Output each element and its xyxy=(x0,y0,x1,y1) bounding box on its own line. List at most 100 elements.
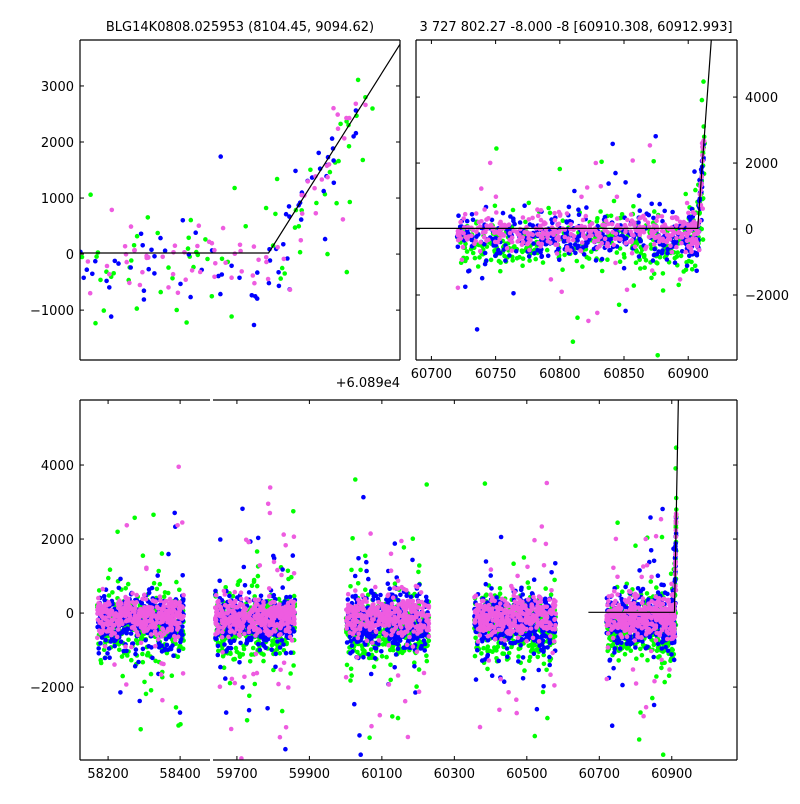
data-point xyxy=(93,321,98,326)
data-point xyxy=(364,560,369,565)
data-point xyxy=(273,665,278,670)
data-point xyxy=(379,649,384,654)
data-point xyxy=(503,258,508,263)
data-point xyxy=(341,217,346,222)
data-point xyxy=(177,649,182,654)
data-point xyxy=(93,259,98,264)
data-point xyxy=(526,580,531,585)
data-point xyxy=(240,685,245,690)
data-point xyxy=(498,251,503,256)
data-point xyxy=(577,212,582,217)
data-point xyxy=(571,339,576,344)
data-point xyxy=(539,218,544,223)
data-point xyxy=(134,616,139,621)
data-point xyxy=(210,294,215,299)
data-point xyxy=(463,212,468,217)
data-point xyxy=(25,276,30,281)
data-point xyxy=(139,641,144,646)
top-right-title: 3 727 802.27 -8.000 -8 [60910.308, 60912… xyxy=(419,20,732,35)
data-point xyxy=(474,234,479,239)
data-point xyxy=(673,256,678,261)
data-point xyxy=(140,597,145,602)
data-point xyxy=(224,710,229,715)
data-point xyxy=(144,606,149,611)
data-point xyxy=(612,199,617,204)
data-point xyxy=(544,668,549,673)
data-point xyxy=(456,233,461,238)
data-point xyxy=(422,638,427,643)
data-point xyxy=(147,591,152,596)
data-point xyxy=(106,576,111,581)
data-point xyxy=(565,220,570,225)
data-point xyxy=(649,202,654,207)
data-point xyxy=(545,248,550,253)
data-point xyxy=(586,319,591,324)
data-point xyxy=(9,246,14,251)
data-point xyxy=(53,272,58,277)
data-point xyxy=(670,250,675,255)
data-point xyxy=(287,204,292,209)
data-point xyxy=(634,656,639,661)
data-point xyxy=(177,588,182,593)
data-point xyxy=(472,241,477,246)
data-point xyxy=(558,167,563,172)
data-point xyxy=(655,252,660,257)
data-point xyxy=(388,678,393,683)
data-point xyxy=(603,223,608,228)
data-point xyxy=(497,259,502,264)
data-point xyxy=(681,269,686,274)
data-point xyxy=(358,568,363,573)
data-point xyxy=(120,622,125,627)
data-point xyxy=(251,646,256,651)
data-point xyxy=(346,597,351,602)
data-point xyxy=(593,239,598,244)
data-point xyxy=(37,266,42,271)
data-point xyxy=(575,259,580,264)
data-point xyxy=(616,658,621,663)
data-point xyxy=(123,586,128,591)
data-point xyxy=(692,211,697,216)
data-point xyxy=(156,637,161,642)
data-point xyxy=(320,177,325,182)
data-point xyxy=(128,265,133,270)
data-point xyxy=(249,652,254,657)
data-point xyxy=(111,271,116,276)
data-point xyxy=(109,608,114,613)
data-point xyxy=(229,641,234,646)
data-point xyxy=(700,98,705,103)
data-point xyxy=(651,258,656,263)
data-point xyxy=(650,233,655,238)
data-point xyxy=(149,248,154,253)
data-point xyxy=(356,78,361,83)
data-point xyxy=(112,613,117,618)
data-point xyxy=(533,734,538,739)
data-point xyxy=(180,520,185,525)
data-point xyxy=(676,231,681,236)
data-point xyxy=(546,254,551,259)
data-point xyxy=(123,603,128,608)
data-point xyxy=(527,248,532,253)
data-point xyxy=(484,592,489,597)
data-point xyxy=(647,213,652,218)
data-point xyxy=(572,234,577,239)
data-point xyxy=(540,233,545,238)
data-point xyxy=(476,264,481,269)
data-point xyxy=(689,260,694,265)
data-point xyxy=(264,638,269,643)
data-point xyxy=(363,103,368,108)
data-point xyxy=(358,752,363,757)
data-point xyxy=(229,275,234,280)
data-point xyxy=(669,572,674,577)
data-point xyxy=(363,587,368,592)
data-point xyxy=(632,220,637,225)
data-point xyxy=(276,270,281,275)
data-point xyxy=(288,287,293,292)
data-point xyxy=(142,593,147,598)
data-point xyxy=(470,212,475,217)
data-point xyxy=(668,243,673,248)
data-point xyxy=(88,291,93,296)
data-point xyxy=(255,584,260,589)
data-point xyxy=(478,249,483,254)
data-point xyxy=(336,159,341,164)
data-point xyxy=(140,270,145,275)
